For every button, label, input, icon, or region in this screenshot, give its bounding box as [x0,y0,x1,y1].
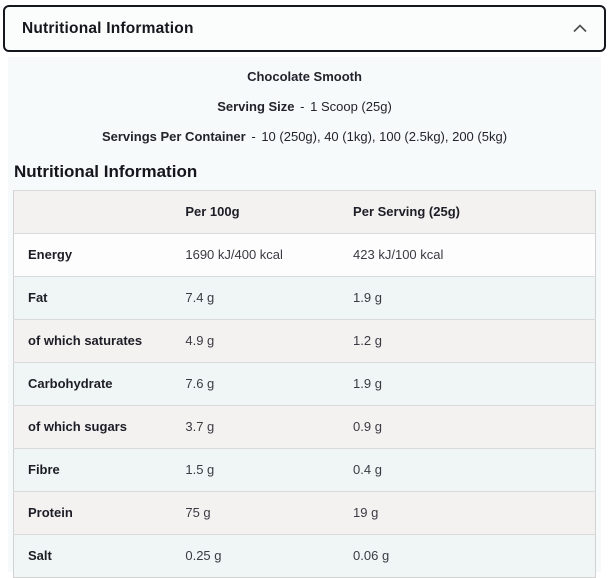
serving-size-value: 1 Scoop (25g) [310,99,392,114]
nutrient-label: of which saturates [13,319,172,363]
per-serving-value: 1.9 g [339,276,596,320]
column-header-per-serving: Per Serving (25g) [339,190,596,234]
table-row: Protein 75 g 19 g [13,491,596,535]
separator-dash: - [300,99,305,114]
table-row: Fibre 1.5 g 0.4 g [13,448,596,492]
nutrient-label: Protein [13,491,172,535]
table-row: Salt 0.25 g 0.06 g [13,534,596,578]
per-100g-value: 1.5 g [171,448,340,492]
per-100g-value: 7.4 g [171,276,340,320]
per-100g-value: 7.6 g [171,362,340,406]
accordion-title: Nutritional Information [22,19,194,37]
per-serving-value: 19 g [339,491,596,535]
per-100g-value: 4.9 g [171,319,340,363]
per-100g-value: 75 g [171,491,340,535]
servings-per-container-label: Servings Per Container [101,129,246,144]
table-row: Carbohydrate 7.6 g 1.9 g [13,362,596,406]
table-row: Energy 1690 kJ/400 kcal 423 kJ/100 kcal [13,233,596,277]
table-header-row: Per 100g Per Serving (25g) [13,190,596,234]
per-100g-value: 0.25 g [171,534,340,578]
per-serving-value: 1.9 g [339,362,596,406]
table-row: of which sugars 3.7 g 0.9 g [13,405,596,449]
chevron-up-icon [573,24,587,33]
nutrient-label: Fat [13,276,172,320]
serving-size-line: Serving Size - 1 Scoop (25g) [8,99,601,115]
column-header-per-100g: Per 100g [171,190,340,234]
per-serving-value: 0.4 g [339,448,596,492]
nutritional-information-panel: Chocolate Smooth Serving Size - 1 Scoop … [8,57,601,578]
per-serving-value: 423 kJ/100 kcal [339,233,596,277]
separator-dash: - [251,129,256,144]
section-heading: Nutritional Information [14,162,198,181]
column-header-metric [13,190,172,234]
nutritional-information-accordion-header[interactable]: Nutritional Information [3,5,606,52]
servings-per-container-value: 10 (250g), 40 (1kg), 100 (2.5kg), 200 (5… [261,129,508,144]
serving-size-label: Serving Size [217,99,295,114]
nutrition-table: Per 100g Per Serving (25g) Energy 1690 k… [13,190,596,578]
per-100g-value: 1690 kJ/400 kcal [171,233,340,277]
nutrient-label: Salt [13,534,172,578]
servings-per-container-line: Servings Per Container - 10 (250g), 40 (… [8,129,601,145]
per-serving-value: 0.06 g [339,534,596,578]
per-100g-value: 3.7 g [171,405,340,449]
table-row: of which saturates 4.9 g 1.2 g [13,319,596,363]
per-serving-value: 0.9 g [339,405,596,449]
nutrient-label: Energy [13,233,172,277]
flavour-name: Chocolate Smooth [8,69,601,85]
table-row: Fat 7.4 g 1.9 g [13,276,596,320]
nutrient-label: of which sugars [13,405,172,449]
nutrient-label: Carbohydrate [13,362,172,406]
nutrient-label: Fibre [13,448,172,492]
per-serving-value: 1.2 g [339,319,596,363]
flavour-label: Chocolate Smooth [247,69,362,84]
